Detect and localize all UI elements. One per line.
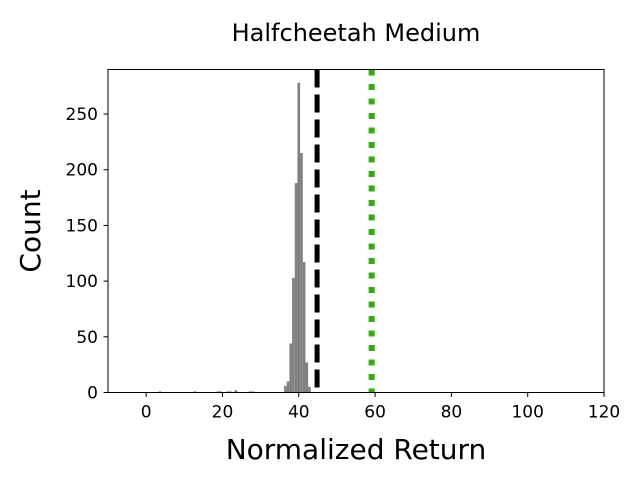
- y-axis-ticks: 0 50 100 150 200 250: [66, 105, 108, 404]
- y-tick-label: 100: [66, 272, 98, 292]
- histogram-bar-13: [294, 183, 298, 393]
- histogram-bar-18: [308, 386, 311, 393]
- x-axis-label: Normalized Return: [226, 433, 487, 466]
- x-tick-label: 40: [288, 403, 310, 423]
- histogram-bar-8: [251, 391, 255, 393]
- reference-lines: [314, 69, 375, 393]
- histogram-bar-16: [302, 262, 306, 393]
- histogram-bars: [158, 82, 311, 393]
- x-tick-label: 80: [441, 403, 463, 423]
- y-tick-label: 50: [76, 328, 98, 348]
- histogram-bar-6: [234, 390, 238, 393]
- x-tick-label: 60: [364, 403, 386, 423]
- histogram-bar-7: [248, 391, 252, 393]
- histogram-bar-15: [300, 153, 303, 393]
- y-tick-label: 0: [87, 384, 98, 404]
- x-axis-ticks: 0 20 40 60 80 100 120: [141, 392, 620, 423]
- x-tick-label: 0: [141, 403, 152, 423]
- x-tick-label: 20: [212, 403, 234, 423]
- y-axis-label: Count: [14, 189, 47, 272]
- chart-title: Halfcheetah Medium: [232, 19, 481, 47]
- y-tick-label: 150: [66, 216, 98, 236]
- y-tick-label: 200: [66, 161, 98, 181]
- histogram-bar-5: [229, 391, 232, 393]
- y-tick-label: 250: [66, 105, 98, 125]
- plot-frame: [107, 69, 605, 393]
- histogram-bar-10: [286, 381, 290, 393]
- histogram-bar-0: [158, 391, 162, 393]
- x-tick-label: 100: [511, 403, 543, 423]
- histogram-bar-17: [305, 362, 309, 393]
- histogram-bar-14: [297, 82, 301, 393]
- histogram-bar-12: [292, 277, 295, 393]
- histogram-bar-1: [193, 391, 197, 393]
- histogram-bar-11: [289, 343, 293, 393]
- histogram-bar-2: [216, 391, 220, 393]
- histogram-bar-9: [284, 385, 287, 393]
- histogram-bar-3: [219, 391, 222, 393]
- histogram-bar-4: [226, 391, 230, 393]
- x-tick-label: 120: [588, 403, 620, 423]
